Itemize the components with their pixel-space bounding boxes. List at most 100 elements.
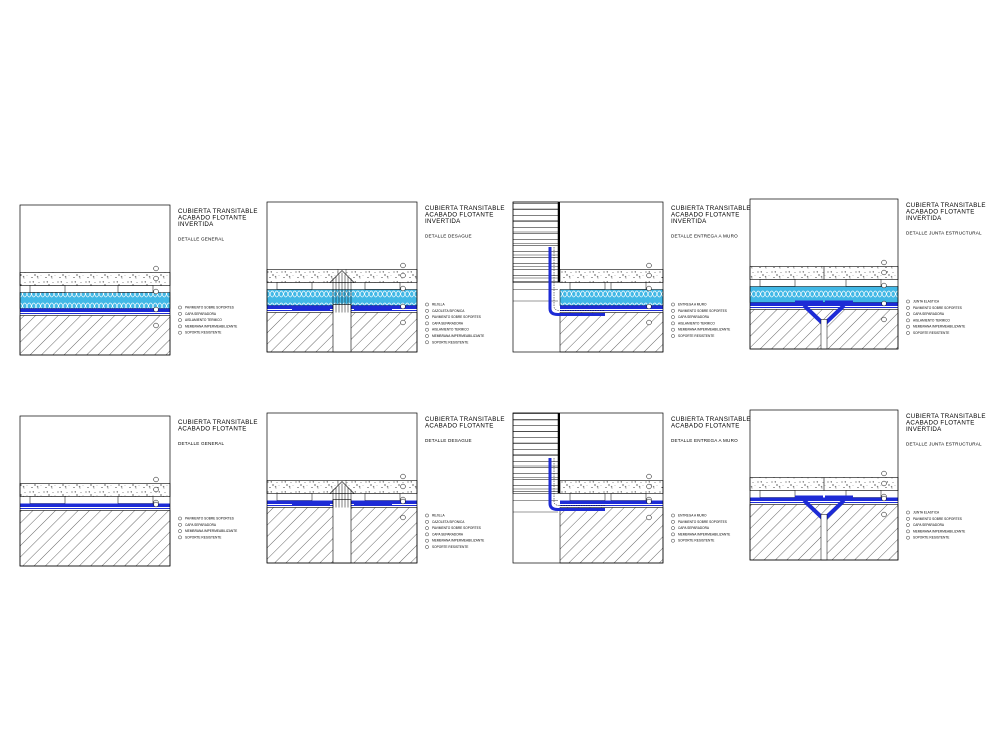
detail-title-line: ACABADO FLOTANTE xyxy=(906,209,975,216)
detail-subtitle: DETALLE GENERAL xyxy=(178,441,225,446)
structural-slab xyxy=(19,510,171,567)
legend-marker xyxy=(906,535,910,540)
detail-subtitle: DETALLE ENTREGA A MURO xyxy=(671,234,738,239)
callout-marker xyxy=(646,498,652,505)
legend-marker xyxy=(178,535,182,540)
detail-subtitle: DETALLE ENTREGA A MURO xyxy=(671,438,738,443)
legend-marker xyxy=(425,538,429,543)
waterproof-membrane xyxy=(750,302,898,306)
wall-membrane-upturn xyxy=(548,458,605,511)
legend-item: SOPORTE RESISTENTE xyxy=(185,535,221,539)
callout-marker xyxy=(881,259,887,266)
legend-marker xyxy=(671,526,675,530)
legend-marker xyxy=(671,520,675,524)
legend-marker xyxy=(178,318,182,322)
legend-item: CAPA SEPARADORA xyxy=(678,315,710,319)
legend-item: AISLAMIENTO TERMICO xyxy=(678,321,715,325)
detail-title-line: CUBIERTA TRANSITABLE xyxy=(178,208,258,215)
structural-slab xyxy=(19,315,171,356)
legend-marker xyxy=(178,516,182,521)
structural-slab xyxy=(559,507,664,564)
detail-title-line: ACABADO FLOTANTE xyxy=(425,212,494,219)
pedestal-support xyxy=(276,282,313,290)
legend-marker xyxy=(425,302,429,307)
callout-marker xyxy=(153,476,159,483)
detail-subtitle: DETALLE DESAGUE xyxy=(425,234,472,239)
legend-item: MEMBRANA IMPERMEABILIZANTE xyxy=(185,324,237,328)
panel-frame xyxy=(19,204,171,356)
legend-marker xyxy=(178,523,182,527)
legend-marker xyxy=(425,327,429,332)
panel-frame xyxy=(266,201,418,353)
legend-item: CAZOLETA SIFONICA xyxy=(432,309,465,313)
legend-item: MEMBRANA IMPERMEABILIZANTE xyxy=(185,529,237,533)
callout-marker xyxy=(400,514,406,521)
wall-membrane-upturn xyxy=(548,247,605,316)
detail-title-line: INVERTIDA xyxy=(906,426,942,433)
legend-marker xyxy=(906,299,910,304)
callout-marker xyxy=(400,272,406,279)
detail-subtitle: DETALLE DESAGUE xyxy=(425,438,472,443)
pedestal-support xyxy=(569,282,606,290)
legend-marker xyxy=(671,532,675,537)
pedestal-support xyxy=(845,279,882,287)
thermal-insulation xyxy=(559,289,664,306)
legend-item: SOPORTE RESISTENTE xyxy=(432,545,468,549)
structural-joint xyxy=(820,514,828,561)
paving-slab xyxy=(19,483,171,497)
thermal-insulation xyxy=(19,292,171,309)
legend-marker xyxy=(178,311,182,316)
panel-frame xyxy=(19,415,171,567)
wall-face xyxy=(558,413,560,494)
callout-marker xyxy=(646,514,652,521)
pedestal-support xyxy=(276,493,313,501)
pedestal-support xyxy=(29,496,66,504)
callout-marker xyxy=(153,306,159,313)
joint-membrane xyxy=(795,495,823,501)
legend-item: MEMBRANA IMPERMEABILIZANTE xyxy=(432,334,484,338)
drain-membrane xyxy=(292,500,330,506)
waterproof-membrane xyxy=(560,500,663,504)
legend-item: PAVIMENTO SOBRE SOPORTES xyxy=(913,517,962,521)
legend-item: ENTREGA A MURO xyxy=(678,514,707,518)
pedestal-support xyxy=(569,493,606,501)
legend-marker xyxy=(178,330,182,335)
legend-item: PAVIMENTO SOBRE SOPORTES xyxy=(185,517,234,521)
callout-marker xyxy=(153,322,159,329)
pedestal-support xyxy=(759,279,796,287)
wall-membrane-edge xyxy=(553,458,605,506)
legend-item: CAPA SEPARADORA xyxy=(185,523,217,527)
legend-marker xyxy=(906,318,910,323)
detail-subtitle: DETALLE JUNTA ESTRUCTURAL xyxy=(906,442,982,447)
legend-item: MEMBRANA IMPERMEABILIZANTE xyxy=(678,532,730,536)
legend-item: ENTREGA A MURO xyxy=(678,303,707,307)
legend-marker xyxy=(425,315,429,319)
callout-marker xyxy=(153,265,159,272)
detail-title-line: ACABADO FLOTANTE xyxy=(906,420,975,427)
legend-marker xyxy=(425,520,429,524)
panel-frame xyxy=(512,201,664,353)
callout-marker xyxy=(881,495,887,502)
detail-title-line: ACABADO FLOTANTE xyxy=(425,423,494,430)
legend-item: MEMBRANA IMPERMEABILIZANTE xyxy=(913,529,965,533)
detail-title-line: ACABADO FLOTANTE xyxy=(178,215,247,222)
callout-marker xyxy=(153,275,159,282)
detail-title-line: CUBIERTA TRANSITABLE xyxy=(906,202,986,209)
legend-marker xyxy=(671,513,675,518)
callout-marker xyxy=(646,303,652,310)
callout-marker xyxy=(153,486,159,493)
legend-marker xyxy=(425,526,429,530)
panel-frame xyxy=(512,412,664,564)
joint-membrane xyxy=(825,300,853,306)
legend-item: PAVIMENTO SOBRE SOPORTES xyxy=(185,306,234,310)
legend-marker xyxy=(906,529,910,534)
callout-marker xyxy=(153,288,159,295)
legend-marker xyxy=(425,340,429,345)
callout-marker xyxy=(646,483,652,490)
detail-title-line: INVERTIDA xyxy=(671,218,707,225)
callout-marker xyxy=(646,262,652,269)
